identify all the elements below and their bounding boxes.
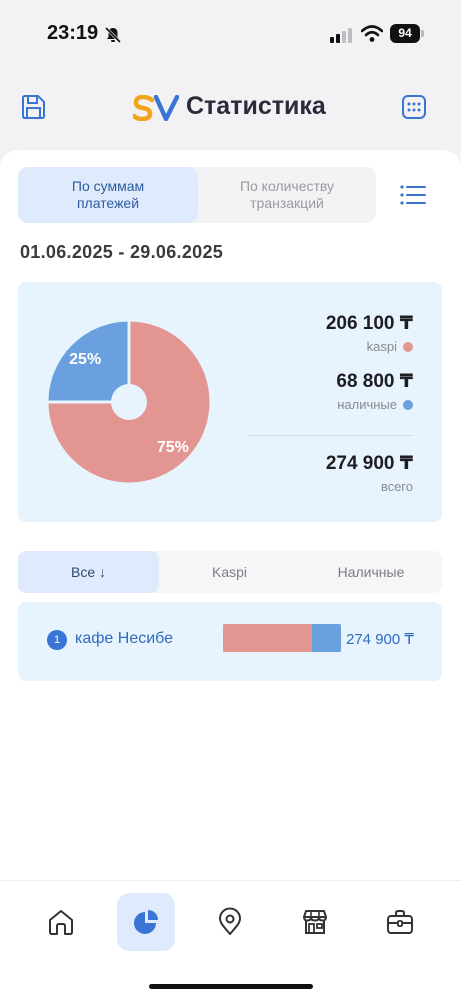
sv-logo <box>133 95 179 121</box>
cash-label: наличные <box>337 397 397 412</box>
kaspi-label: kaspi <box>366 339 397 354</box>
nav-statistics[interactable] <box>117 893 175 951</box>
cash-summary: 68 800 ₸ наличные <box>336 370 413 412</box>
calendar-icon[interactable] <box>401 94 427 120</box>
kaspi-legend: kaspi <box>326 339 413 354</box>
merchant-total: 274 900 ₸ <box>346 631 414 648</box>
battery-indicator: 94 <box>390 24 424 43</box>
list-icon[interactable] <box>400 184 426 206</box>
merchant-bar-cash <box>311 624 341 652</box>
battery-tip <box>421 30 424 37</box>
nav-business[interactable] <box>371 893 429 951</box>
merchant-share-bar <box>223 624 341 652</box>
mode-toggle: По суммам платежей По количеству транзак… <box>18 167 376 223</box>
by-count-tab[interactable]: По количеству транзакций <box>239 178 335 211</box>
page-title: Статистика <box>186 92 326 120</box>
pie-slice-наличные <box>45 318 131 404</box>
pie-label-наличные: 25% <box>69 351 101 368</box>
battery-level: 94 <box>390 24 420 43</box>
pie-chart-icon <box>134 910 158 934</box>
pie-center-hole <box>111 384 147 420</box>
kaspi-color-dot <box>403 341 413 352</box>
filter-tabs: Все ↓ Kaspi Наличные <box>18 551 442 593</box>
date-range[interactable]: 01.06.2025 - 29.06.2025 <box>20 242 224 262</box>
pie-chart: 75% 25% <box>45 318 213 486</box>
filter-tab-kaspi[interactable]: Kaspi <box>211 564 248 580</box>
total-summary: 274 900 ₸ всего <box>326 452 413 494</box>
save-icon[interactable] <box>20 94 46 120</box>
nav-home[interactable] <box>32 893 90 951</box>
wifi-icon <box>361 25 383 42</box>
by-amount-tab[interactable]: По суммам платежей <box>18 167 198 223</box>
kaspi-amount: 206 100 ₸ <box>325 313 413 334</box>
total-legend: всего <box>326 479 413 494</box>
nav-location[interactable] <box>201 893 259 951</box>
filter-tab-cash[interactable]: Наличные <box>337 564 405 580</box>
summary-divider <box>248 435 413 436</box>
nav-store[interactable] <box>286 893 344 951</box>
rank-badge: 1 <box>47 630 67 650</box>
main-card: По суммам платежей По количеству транзак… <box>0 150 461 880</box>
signal-icon <box>330 28 352 43</box>
cash-color-dot <box>403 399 413 410</box>
total-label: всего <box>380 479 413 494</box>
merchant-row[interactable]: 1 кафе Несибе 274 900 ₸ <box>18 602 442 681</box>
status-time: 23:19 <box>47 22 99 44</box>
merchant-bar-kaspi <box>223 624 312 652</box>
home-icon <box>49 910 73 935</box>
pie-slice-kaspi <box>45 318 213 486</box>
status-bar: 23:19 94 <box>0 0 461 66</box>
merchant-name: кафе Несибе <box>75 630 174 647</box>
filter-tab-all[interactable]: Все ↓ <box>18 551 159 593</box>
store-icon <box>303 910 327 934</box>
briefcase-icon <box>387 910 413 934</box>
home-indicator <box>149 984 313 989</box>
pie-label-kaspi: 75% <box>157 439 189 456</box>
cash-amount: 68 800 ₸ <box>336 371 413 392</box>
cash-legend: наличные <box>336 397 413 412</box>
bell-muted-icon <box>104 26 122 44</box>
app-header: Статистика <box>0 66 461 150</box>
kaspi-summary: 206 100 ₸ kaspi <box>326 312 413 354</box>
bottom-nav <box>0 880 461 999</box>
summary-card: 75% 25% 206 100 ₸ kaspi 68 800 ₸ наличные… <box>18 282 442 522</box>
location-icon <box>219 907 241 935</box>
total-amount: 274 900 ₸ <box>325 453 413 474</box>
